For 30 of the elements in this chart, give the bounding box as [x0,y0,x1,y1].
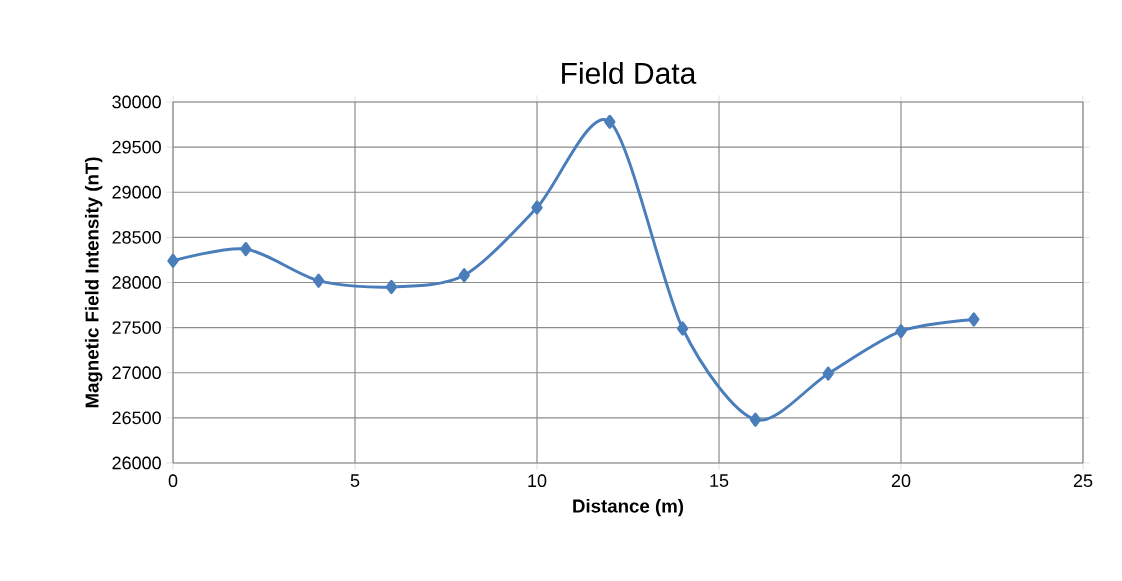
y-tick-label: 26500 [112,411,161,425]
point [240,242,252,257]
x-tick-label: 25 [1073,474,1093,488]
point [676,321,689,336]
point [822,366,834,381]
y-tick-label: 28000 [112,276,161,289]
y-tick-label: 26000 [112,456,161,470]
y-tick-label: 29500 [112,140,161,154]
y-tick-label: 28500 [112,231,161,244]
x-tick-label: 5 [350,474,360,487]
y-tick-label: 27500 [112,321,161,334]
y-axis-title: Magnetic Field Intensity (nT) [84,157,103,408]
x-tick-label: 0 [168,474,178,488]
x-tick-label: 15 [710,474,729,487]
point [604,114,616,129]
point [167,253,179,268]
chart-title: Field Data [562,61,697,84]
point [458,268,470,283]
y-tick-label: 29000 [112,185,161,199]
point [385,279,398,295]
point [968,312,980,327]
point [895,324,907,339]
point [749,412,762,427]
point [531,200,543,215]
x-tick-label: 20 [891,474,911,488]
x-tick-label: 10 [528,474,547,488]
y-tick-label: 30000 [112,95,161,109]
y-tick-label: 27000 [112,366,161,380]
point [312,273,325,288]
x-axis-title: Distance (m) [573,498,684,517]
